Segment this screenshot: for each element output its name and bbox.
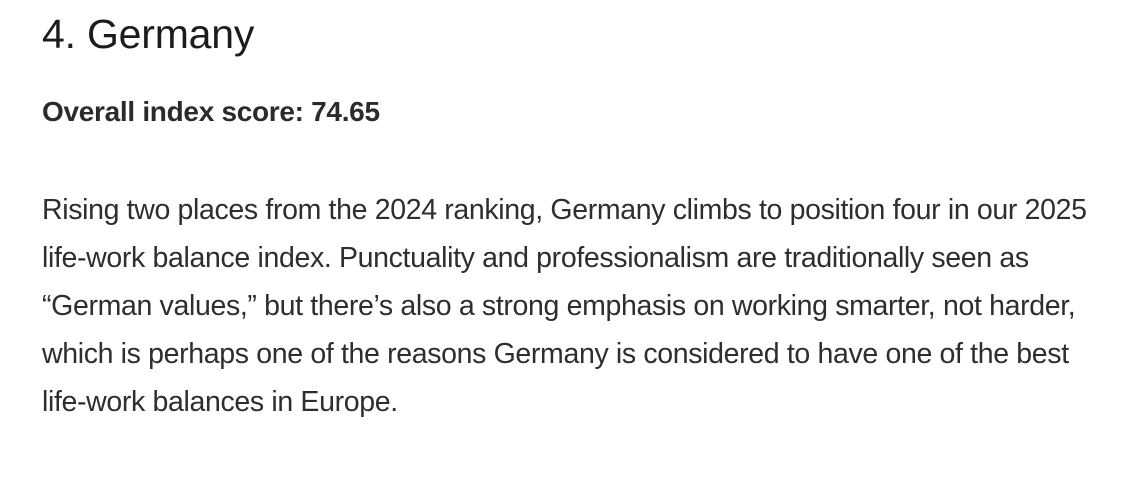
overall-index-score: Overall index score: 74.65 [42,96,380,127]
section-paragraph: Rising two places from the 2024 ranking,… [42,194,1087,418]
section-heading: 4. Germany [42,11,255,57]
